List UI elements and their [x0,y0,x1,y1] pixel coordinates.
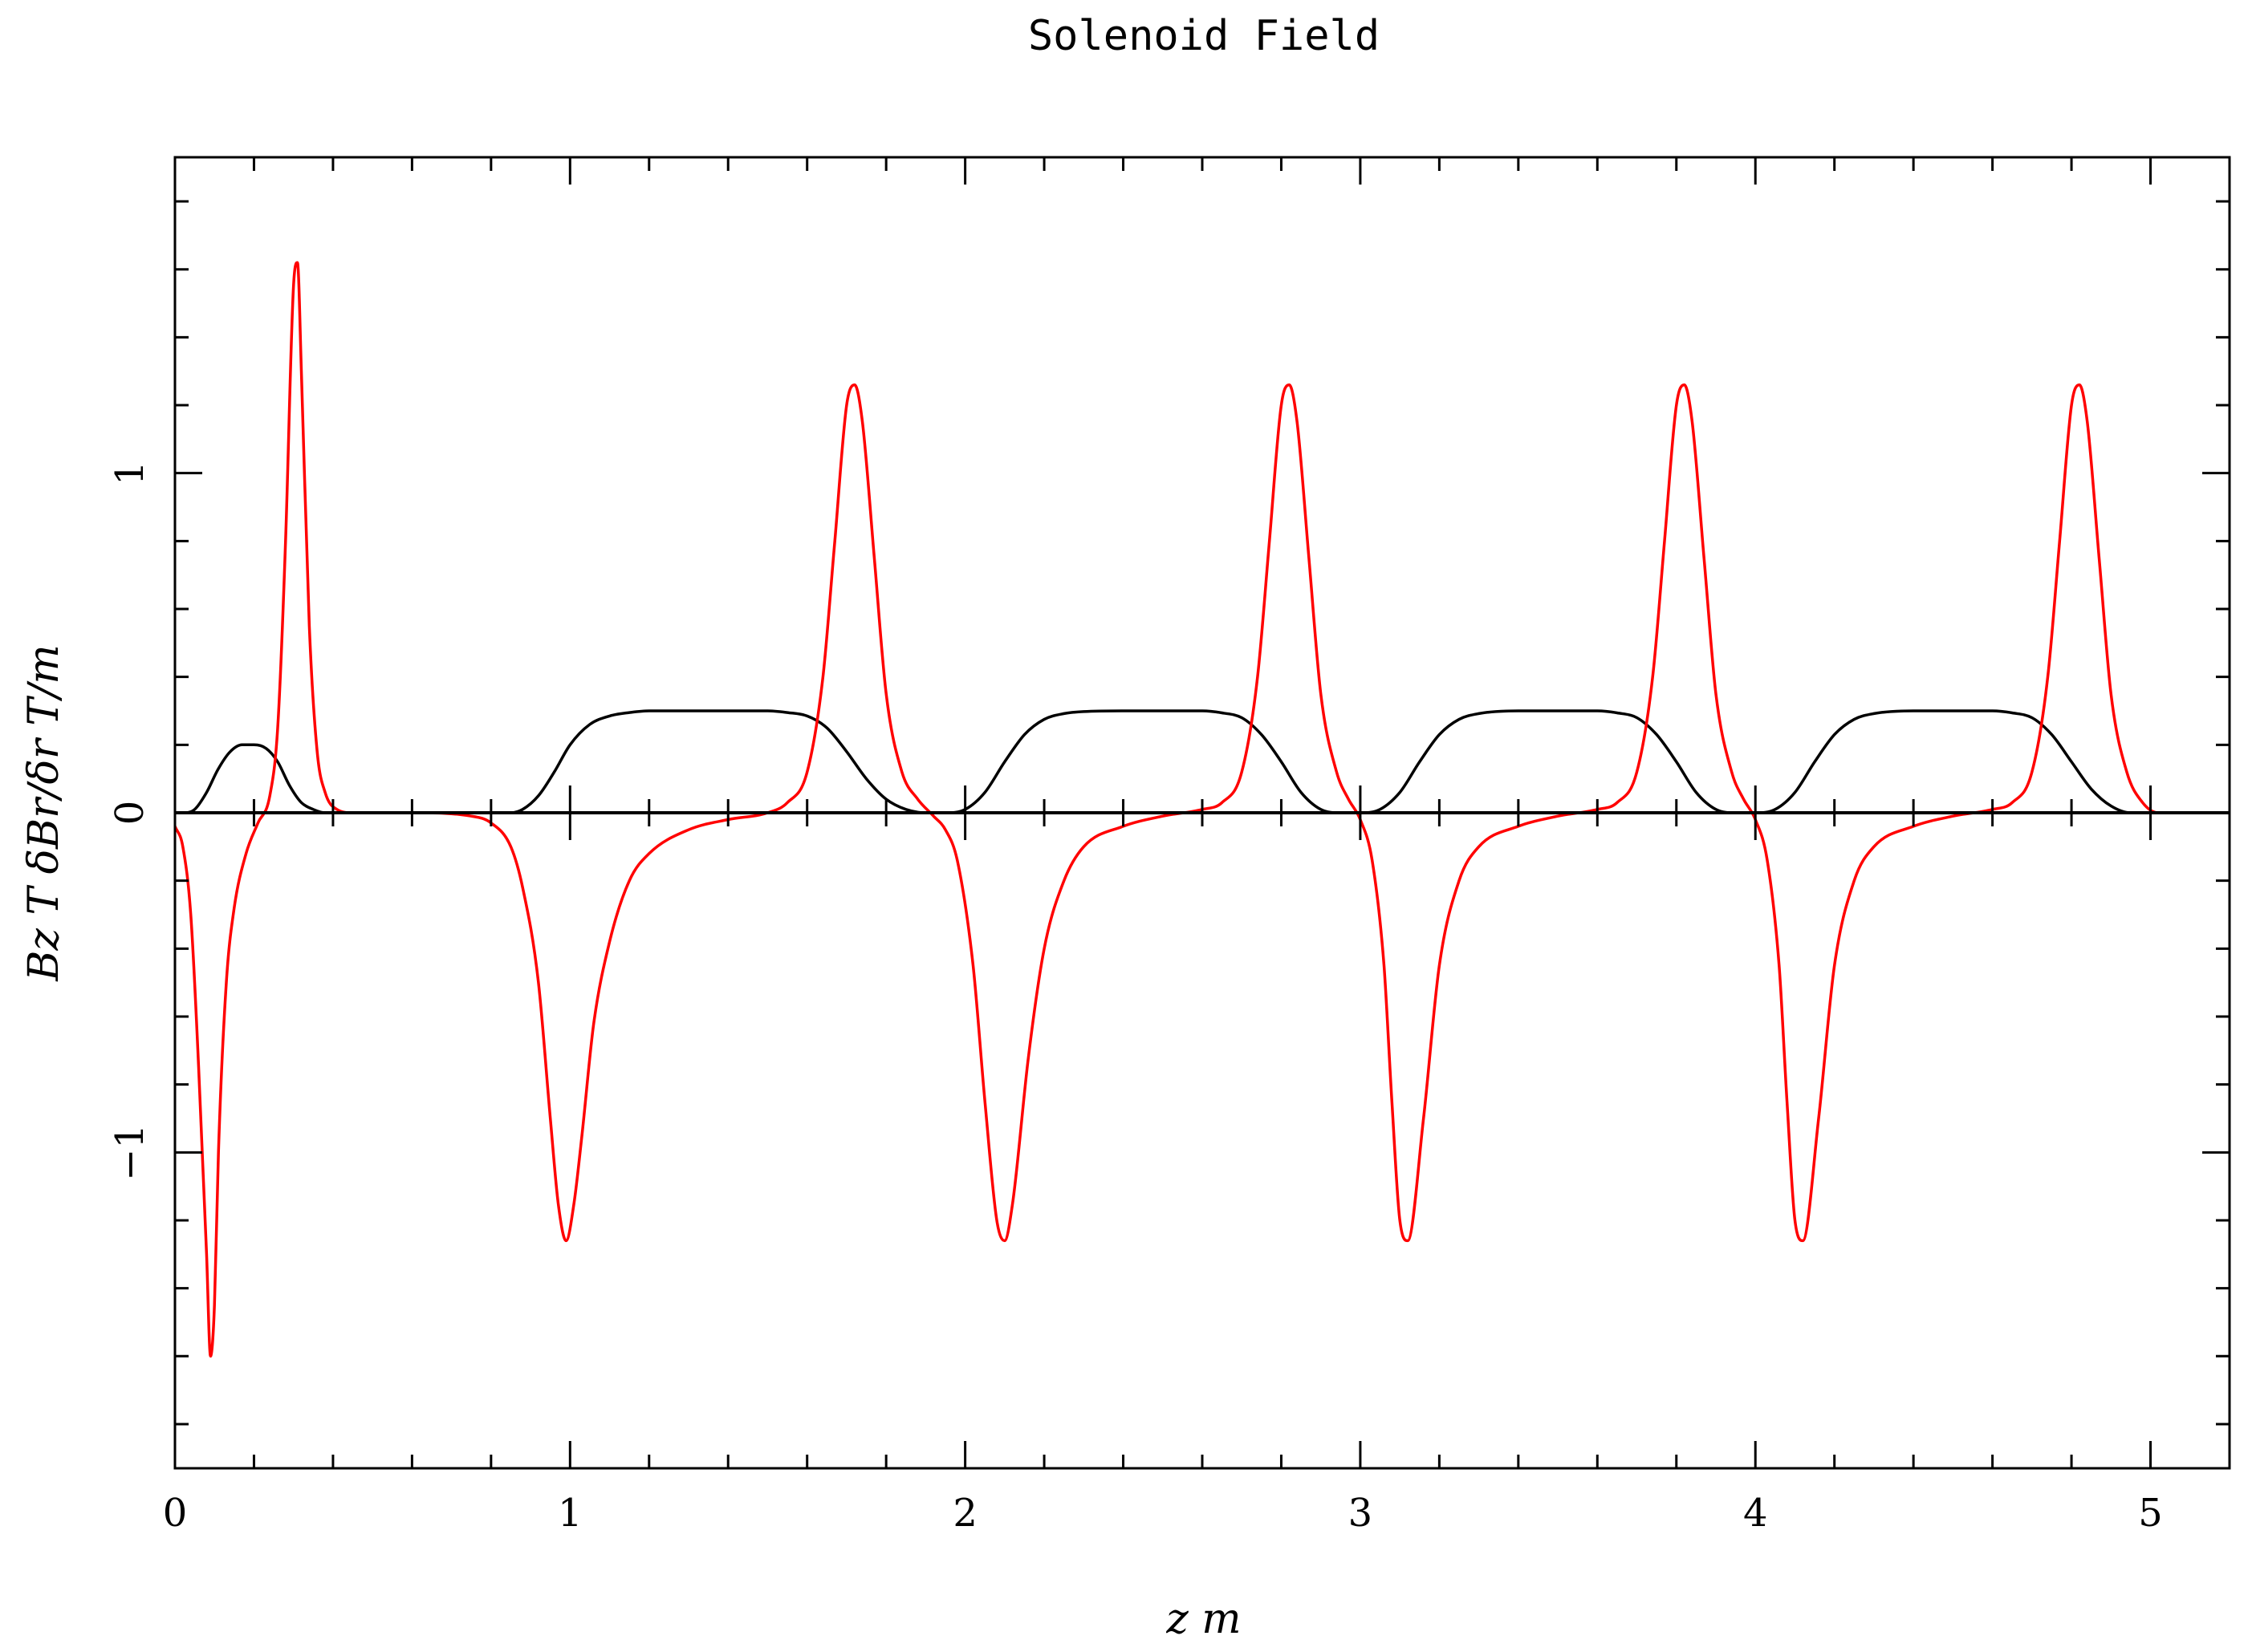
x-axis-label: z m [1165,1595,1241,1643]
x-tick-label: 4 [1743,1491,1768,1536]
x-tick-label: 0 [163,1491,188,1536]
tick-layer [173,157,2231,1468]
y-axis-label: Bz T δBr/δr T/m [20,644,68,981]
y-tick-label: −1 [108,1124,152,1181]
chart-title: Solenoid Field [1028,12,1380,60]
x-tick-label: 3 [1348,1491,1373,1536]
x-tick-label: 2 [953,1491,978,1536]
plot-area: 0 1 2 3 4 5 −1 0 1 [108,156,2231,1536]
series-line-2 [175,261,2230,1358]
y-tick-label: 1 [108,461,152,485]
x-tick-label: 1 [558,1491,583,1536]
y-tick-label: 0 [108,801,152,826]
x-tick-label: 5 [2138,1491,2163,1536]
tick-label-layer: 0 1 2 3 4 5 −1 0 1 [108,461,2163,1536]
